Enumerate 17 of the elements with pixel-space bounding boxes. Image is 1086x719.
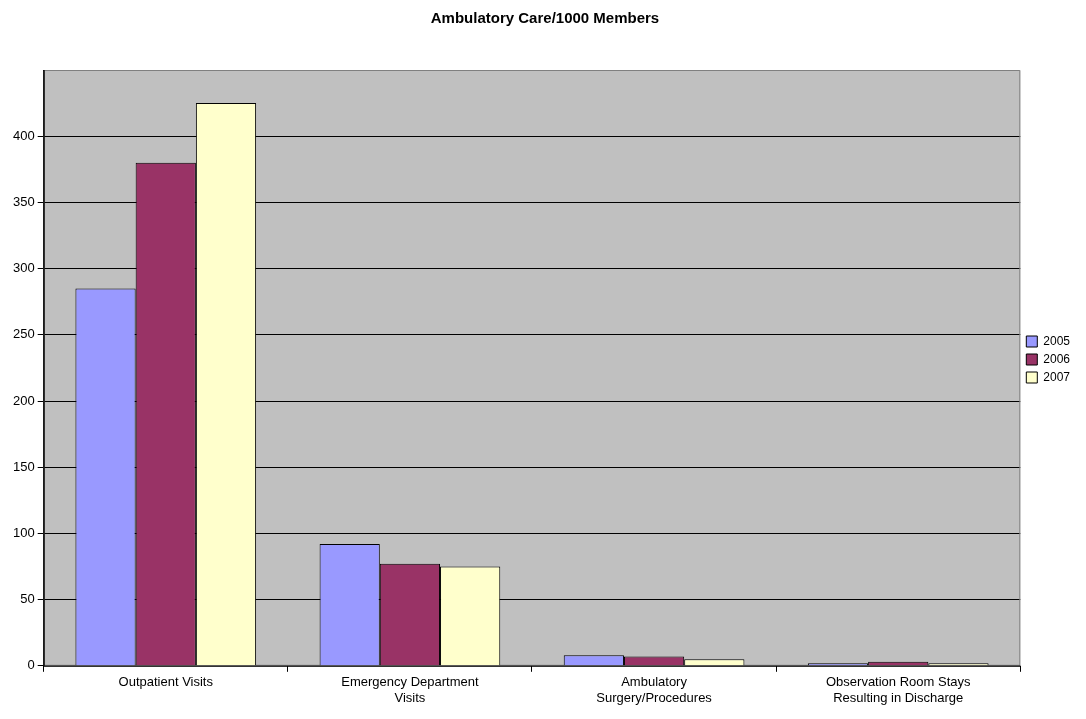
y-tick-label: 100 [12,524,35,540]
x-tick-label: Emergency Department Visits [341,674,479,705]
y-tick-label: 50 [20,591,35,607]
y-tick-label: 200 [12,392,35,408]
y-tick-label: 250 [12,326,35,342]
y-tick-label: 350 [12,193,35,209]
y-tick-label: 300 [12,260,35,276]
y-tick-label: 400 [12,127,35,143]
y-tick-label: 0 [27,657,35,673]
x-tick-label: Outpatient Visits [118,674,214,690]
x-tick-label: Ambulatory Surgery/Procedures [596,674,713,705]
x-tick-label: Observation Room Stays Resulting in Discharge [825,674,971,705]
y-tick-label: 150 [12,458,35,474]
legend-label: 2007 [1043,369,1071,384]
chart-title: Ambulatory Care/1000 Members [430,9,660,27]
legend-label: 2005 [1043,333,1071,348]
legend-label: 2006 [1043,351,1071,366]
